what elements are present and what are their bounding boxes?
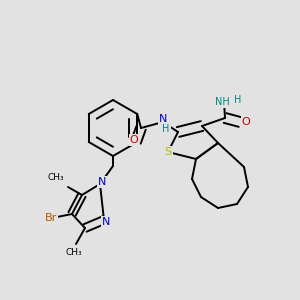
Text: H: H — [162, 124, 170, 134]
Text: S: S — [164, 147, 172, 157]
Text: CH₃: CH₃ — [47, 173, 64, 182]
Text: NH: NH — [214, 97, 230, 107]
Text: O: O — [130, 135, 138, 145]
Text: O: O — [242, 117, 250, 127]
Text: H: H — [234, 95, 242, 105]
Text: N: N — [98, 177, 106, 187]
Text: Br: Br — [45, 213, 57, 223]
Text: CH₃: CH₃ — [66, 248, 82, 257]
Text: N: N — [159, 114, 167, 124]
Text: N: N — [102, 217, 110, 227]
